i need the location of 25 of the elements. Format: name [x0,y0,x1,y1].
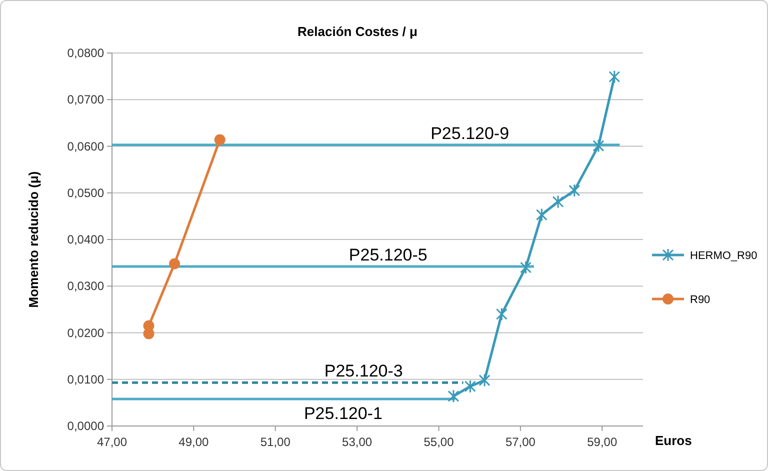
x-axis-title: Euros [655,433,692,448]
x-tick-label: 51,00 [260,435,291,449]
y-tick-label: 0,0300 [67,279,104,294]
annotation: P25.120-1 [304,404,382,423]
legend-label: R90 [690,294,710,306]
annotation: P25.120-9 [430,124,510,143]
annotation: P25.120-5 [348,246,428,265]
y-tick-label: 0,0000 [67,419,104,433]
y-axis-title: Momento reducido (μ) [26,171,41,308]
x-tick-label: 57,00 [505,435,536,449]
x-tick-label: 49,00 [178,435,210,449]
y-tick-label: 0,0500 [67,186,104,200]
x-tick-label: 47,00 [96,435,128,449]
y-tick-label: 0,0600 [67,139,104,154]
x-tick-label: 53,00 [342,435,372,449]
x-tick-label: 59,00 [587,435,618,449]
legend-label: HERMO_R90 [690,250,758,262]
y-tick-label: 0,0100 [67,372,104,386]
y-tick-label: 0,0400 [67,232,104,246]
y-tick-label: 0,0800 [67,46,104,60]
y-tick-label: 0,0200 [67,326,104,340]
x-tick-label: 55,00 [424,435,454,449]
y-tick-label: 0,0700 [67,92,104,107]
annotation: P25.120-3 [324,362,403,381]
chart-title: Relación Costes / μ [298,24,418,39]
